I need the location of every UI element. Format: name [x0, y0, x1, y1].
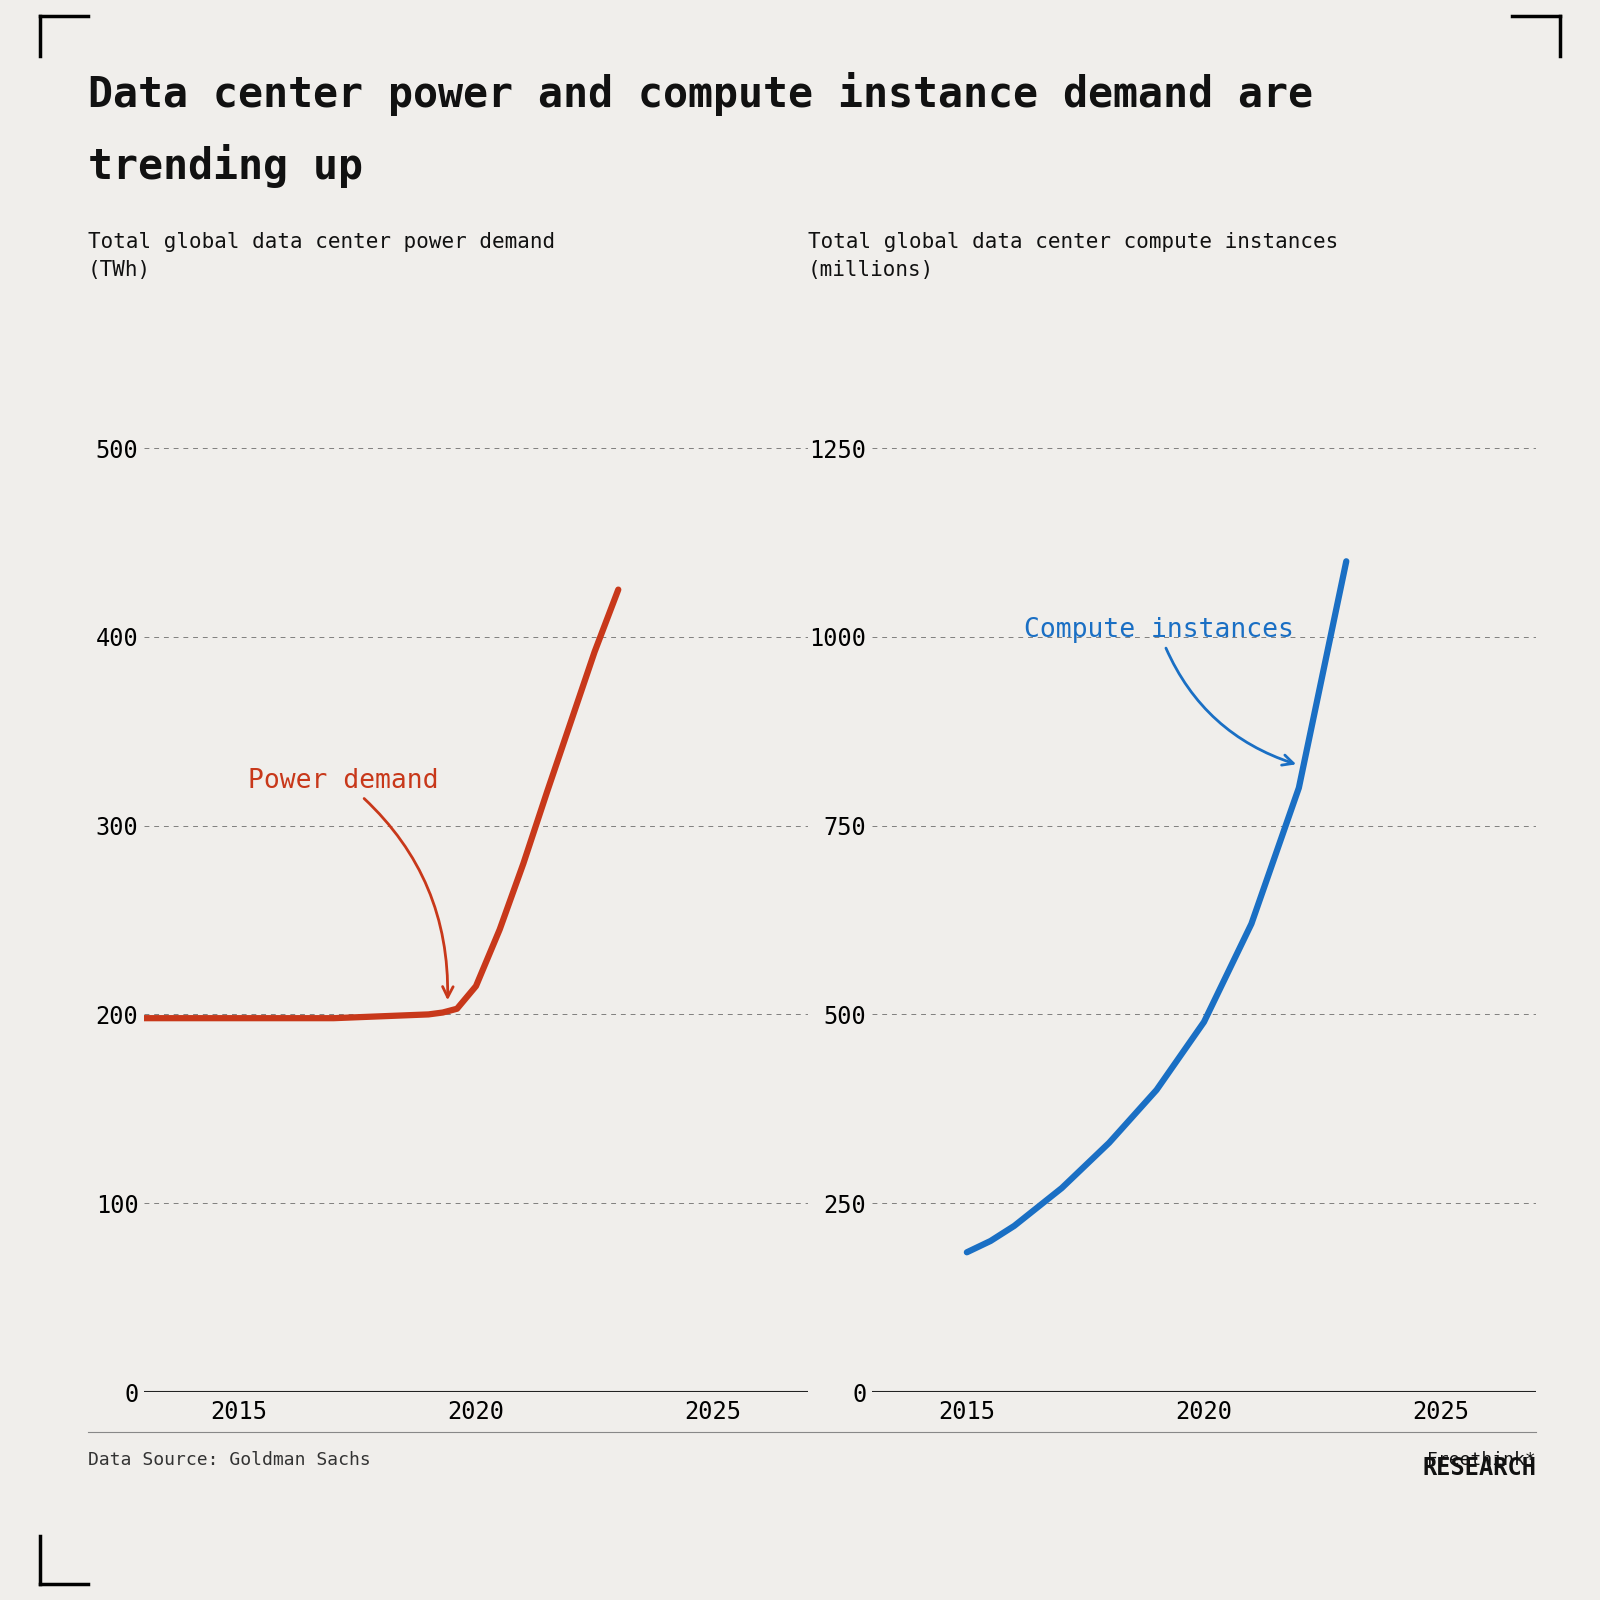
Text: Total global data center power demand
(TWh): Total global data center power demand (T… [88, 232, 555, 280]
Text: RESEARCH: RESEARCH [1422, 1456, 1536, 1480]
Text: Freethink*: Freethink* [1427, 1451, 1536, 1469]
Text: Total global data center compute instances
(millions): Total global data center compute instanc… [808, 232, 1338, 280]
Text: Power demand: Power demand [248, 768, 453, 997]
Text: Compute instances: Compute instances [1024, 618, 1294, 765]
Text: Data center power and compute instance demand are: Data center power and compute instance d… [88, 72, 1314, 117]
Text: trending up: trending up [88, 144, 363, 187]
Text: Data Source: Goldman Sachs: Data Source: Goldman Sachs [88, 1451, 371, 1469]
